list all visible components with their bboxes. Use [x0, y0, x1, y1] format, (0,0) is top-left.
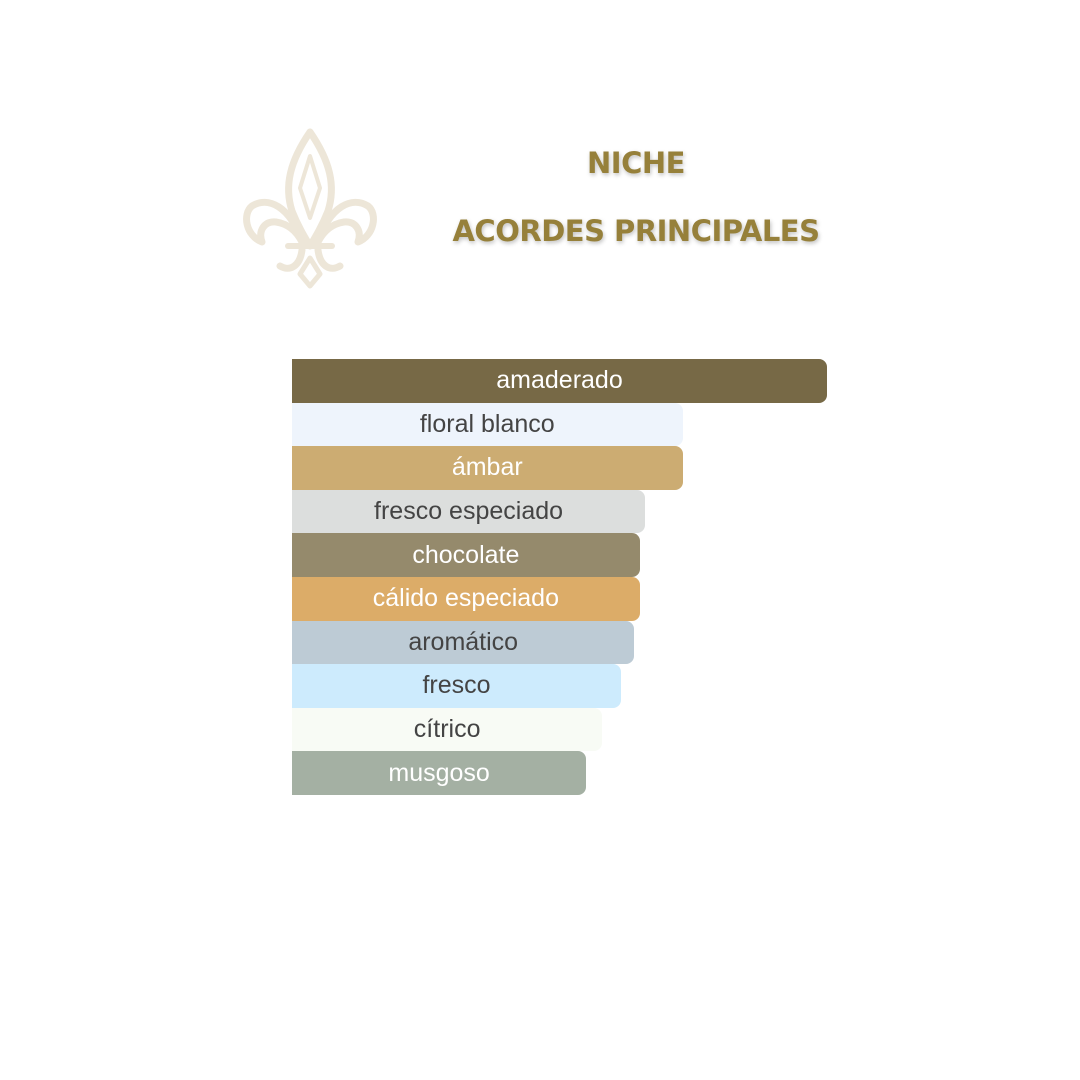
accord-label: cítrico: [413, 715, 481, 744]
accord-bar: amaderado: [292, 359, 827, 403]
accord-bar: musgoso: [292, 751, 587, 795]
accord-bar: aromático: [292, 620, 635, 665]
chart-title: ACORDES PRINCIPALES: [452, 214, 820, 248]
accord-bar: cálido especiado: [292, 576, 640, 621]
accords-chart: amaderado floral blanco ámbar fresco especi…: [292, 359, 832, 795]
accord-label: chocolate: [412, 540, 520, 569]
accord-label: aromático: [408, 627, 519, 656]
accord-label: cálido especiado: [372, 584, 559, 613]
accord-bar: fresco: [292, 664, 622, 708]
accord-label: fresco: [422, 671, 491, 700]
accord-label: floral blanco: [419, 409, 555, 438]
accord-bar: ámbar: [292, 446, 683, 490]
fleur-de-lis-icon: [243, 128, 377, 289]
accord-bar: cítrico: [292, 707, 603, 752]
accord-label: musgoso: [388, 758, 490, 787]
accord-bar: fresco especiado: [292, 489, 646, 534]
accord-bar: floral blanco: [292, 402, 683, 447]
brand-title: NICHE: [587, 146, 685, 180]
accord-label: ámbar: [451, 453, 523, 482]
accord-label: fresco especiado: [374, 497, 564, 526]
accord-bar: chocolate: [292, 533, 640, 577]
accord-label: amaderado: [496, 366, 623, 395]
